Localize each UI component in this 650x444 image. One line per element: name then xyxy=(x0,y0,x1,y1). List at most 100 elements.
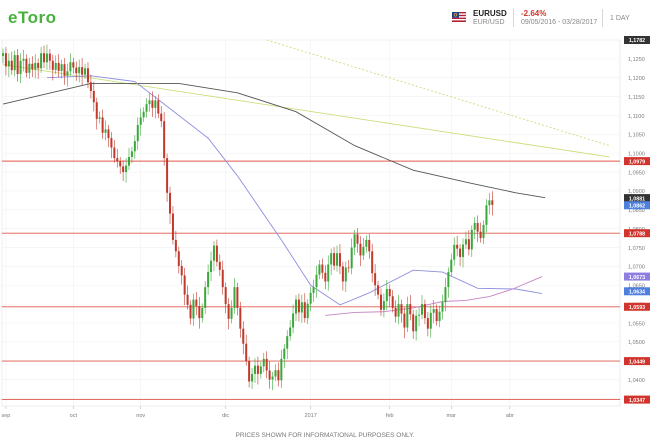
candle xyxy=(318,264,321,275)
horizontal-levels xyxy=(2,160,620,401)
moving-averages xyxy=(2,75,546,316)
y-tick-label: 1,1000 xyxy=(628,151,645,157)
price-label: 1,0881 xyxy=(629,196,645,202)
candle xyxy=(444,287,447,303)
candle xyxy=(133,141,136,152)
candle xyxy=(89,82,92,91)
candle xyxy=(195,299,198,307)
candle xyxy=(4,53,7,67)
candle xyxy=(25,58,28,73)
time-axis: sep oct nov dic 2017 feb mar abr xyxy=(1,406,514,419)
candle xyxy=(192,299,195,319)
candle xyxy=(368,239,371,252)
price-label-box xyxy=(624,357,650,366)
candle xyxy=(309,292,312,304)
price-label: 1,0673 xyxy=(629,275,645,281)
y-tick-label: 1,1150 xyxy=(628,95,644,101)
candle xyxy=(485,205,488,225)
candle xyxy=(338,253,341,267)
y-tick-label: 1,0900 xyxy=(628,189,645,195)
price-label: 1,0347 xyxy=(629,398,645,404)
y-tick-label: 1,0400 xyxy=(628,378,645,384)
candle xyxy=(45,53,48,63)
price-chart[interactable]: 1,13001,12501,12001,11501,11001,10501,10… xyxy=(0,36,650,432)
candle xyxy=(110,138,113,148)
candle xyxy=(116,158,119,162)
candle xyxy=(297,299,300,313)
candle xyxy=(242,328,245,344)
candle xyxy=(51,60,54,70)
candle xyxy=(300,302,303,313)
candle xyxy=(394,307,397,317)
candle xyxy=(491,200,494,205)
candle xyxy=(473,223,476,230)
candle xyxy=(362,246,365,256)
header-divider xyxy=(513,9,514,27)
y-tick-label: 1,0550 xyxy=(628,321,645,327)
eu-us-flag-icon xyxy=(452,12,466,22)
price-label: 1,1782 xyxy=(629,38,645,44)
candle xyxy=(467,239,470,250)
candle xyxy=(306,303,309,319)
candle xyxy=(271,376,274,380)
candle xyxy=(312,287,315,293)
candle xyxy=(13,55,16,71)
x-tick-label: feb xyxy=(386,413,394,419)
candle xyxy=(151,100,154,108)
y-tick-label: 1,0700 xyxy=(628,265,645,271)
candle xyxy=(438,311,441,322)
candle xyxy=(374,273,377,286)
candle xyxy=(432,309,435,313)
y-tick-label: 1,1100 xyxy=(628,114,644,120)
candle xyxy=(43,53,46,63)
candle xyxy=(60,64,63,71)
y-tick-label: 1,0750 xyxy=(628,246,645,252)
candle xyxy=(456,244,459,249)
candle xyxy=(157,100,160,114)
candle xyxy=(139,117,142,125)
candle xyxy=(166,158,169,193)
candle xyxy=(66,71,69,76)
price-label-box xyxy=(624,157,650,166)
candle xyxy=(72,62,75,68)
instrument-symbol: EURUSD xyxy=(473,9,507,18)
candle xyxy=(292,313,295,328)
candle xyxy=(450,259,453,273)
candle xyxy=(330,253,333,265)
timeframe-label[interactable]: 1 DAY xyxy=(610,15,630,22)
candle xyxy=(347,267,350,269)
candle xyxy=(459,248,462,257)
disclaimer-text: PRICES SHOWN FOR INFORMATIONAL PURPOSES … xyxy=(235,432,415,439)
x-tick-label: oct xyxy=(70,413,78,419)
candle xyxy=(418,314,421,316)
candle xyxy=(321,264,324,273)
candle xyxy=(218,261,221,270)
candle xyxy=(125,165,128,173)
candle xyxy=(365,239,368,247)
candle xyxy=(57,63,60,71)
candle xyxy=(441,302,444,312)
candle xyxy=(207,272,210,288)
trendlines xyxy=(2,39,610,158)
y-tick-label: 1,0500 xyxy=(628,340,645,346)
moving-average-mid xyxy=(46,75,543,306)
candle xyxy=(315,274,318,288)
candle xyxy=(406,304,409,328)
gridlines xyxy=(1,39,621,407)
candle xyxy=(104,129,107,133)
candle xyxy=(19,60,22,74)
candle xyxy=(10,60,13,71)
candle xyxy=(78,67,81,74)
candle xyxy=(145,104,148,112)
candle xyxy=(256,365,259,374)
candle xyxy=(221,269,224,288)
candle xyxy=(81,67,84,75)
x-tick-label: 2017 xyxy=(305,413,317,419)
candle xyxy=(359,243,362,256)
candle xyxy=(482,224,485,239)
candle xyxy=(324,272,327,282)
candle xyxy=(84,68,87,75)
candle xyxy=(277,370,280,381)
candle xyxy=(356,234,359,244)
candle xyxy=(148,100,151,105)
